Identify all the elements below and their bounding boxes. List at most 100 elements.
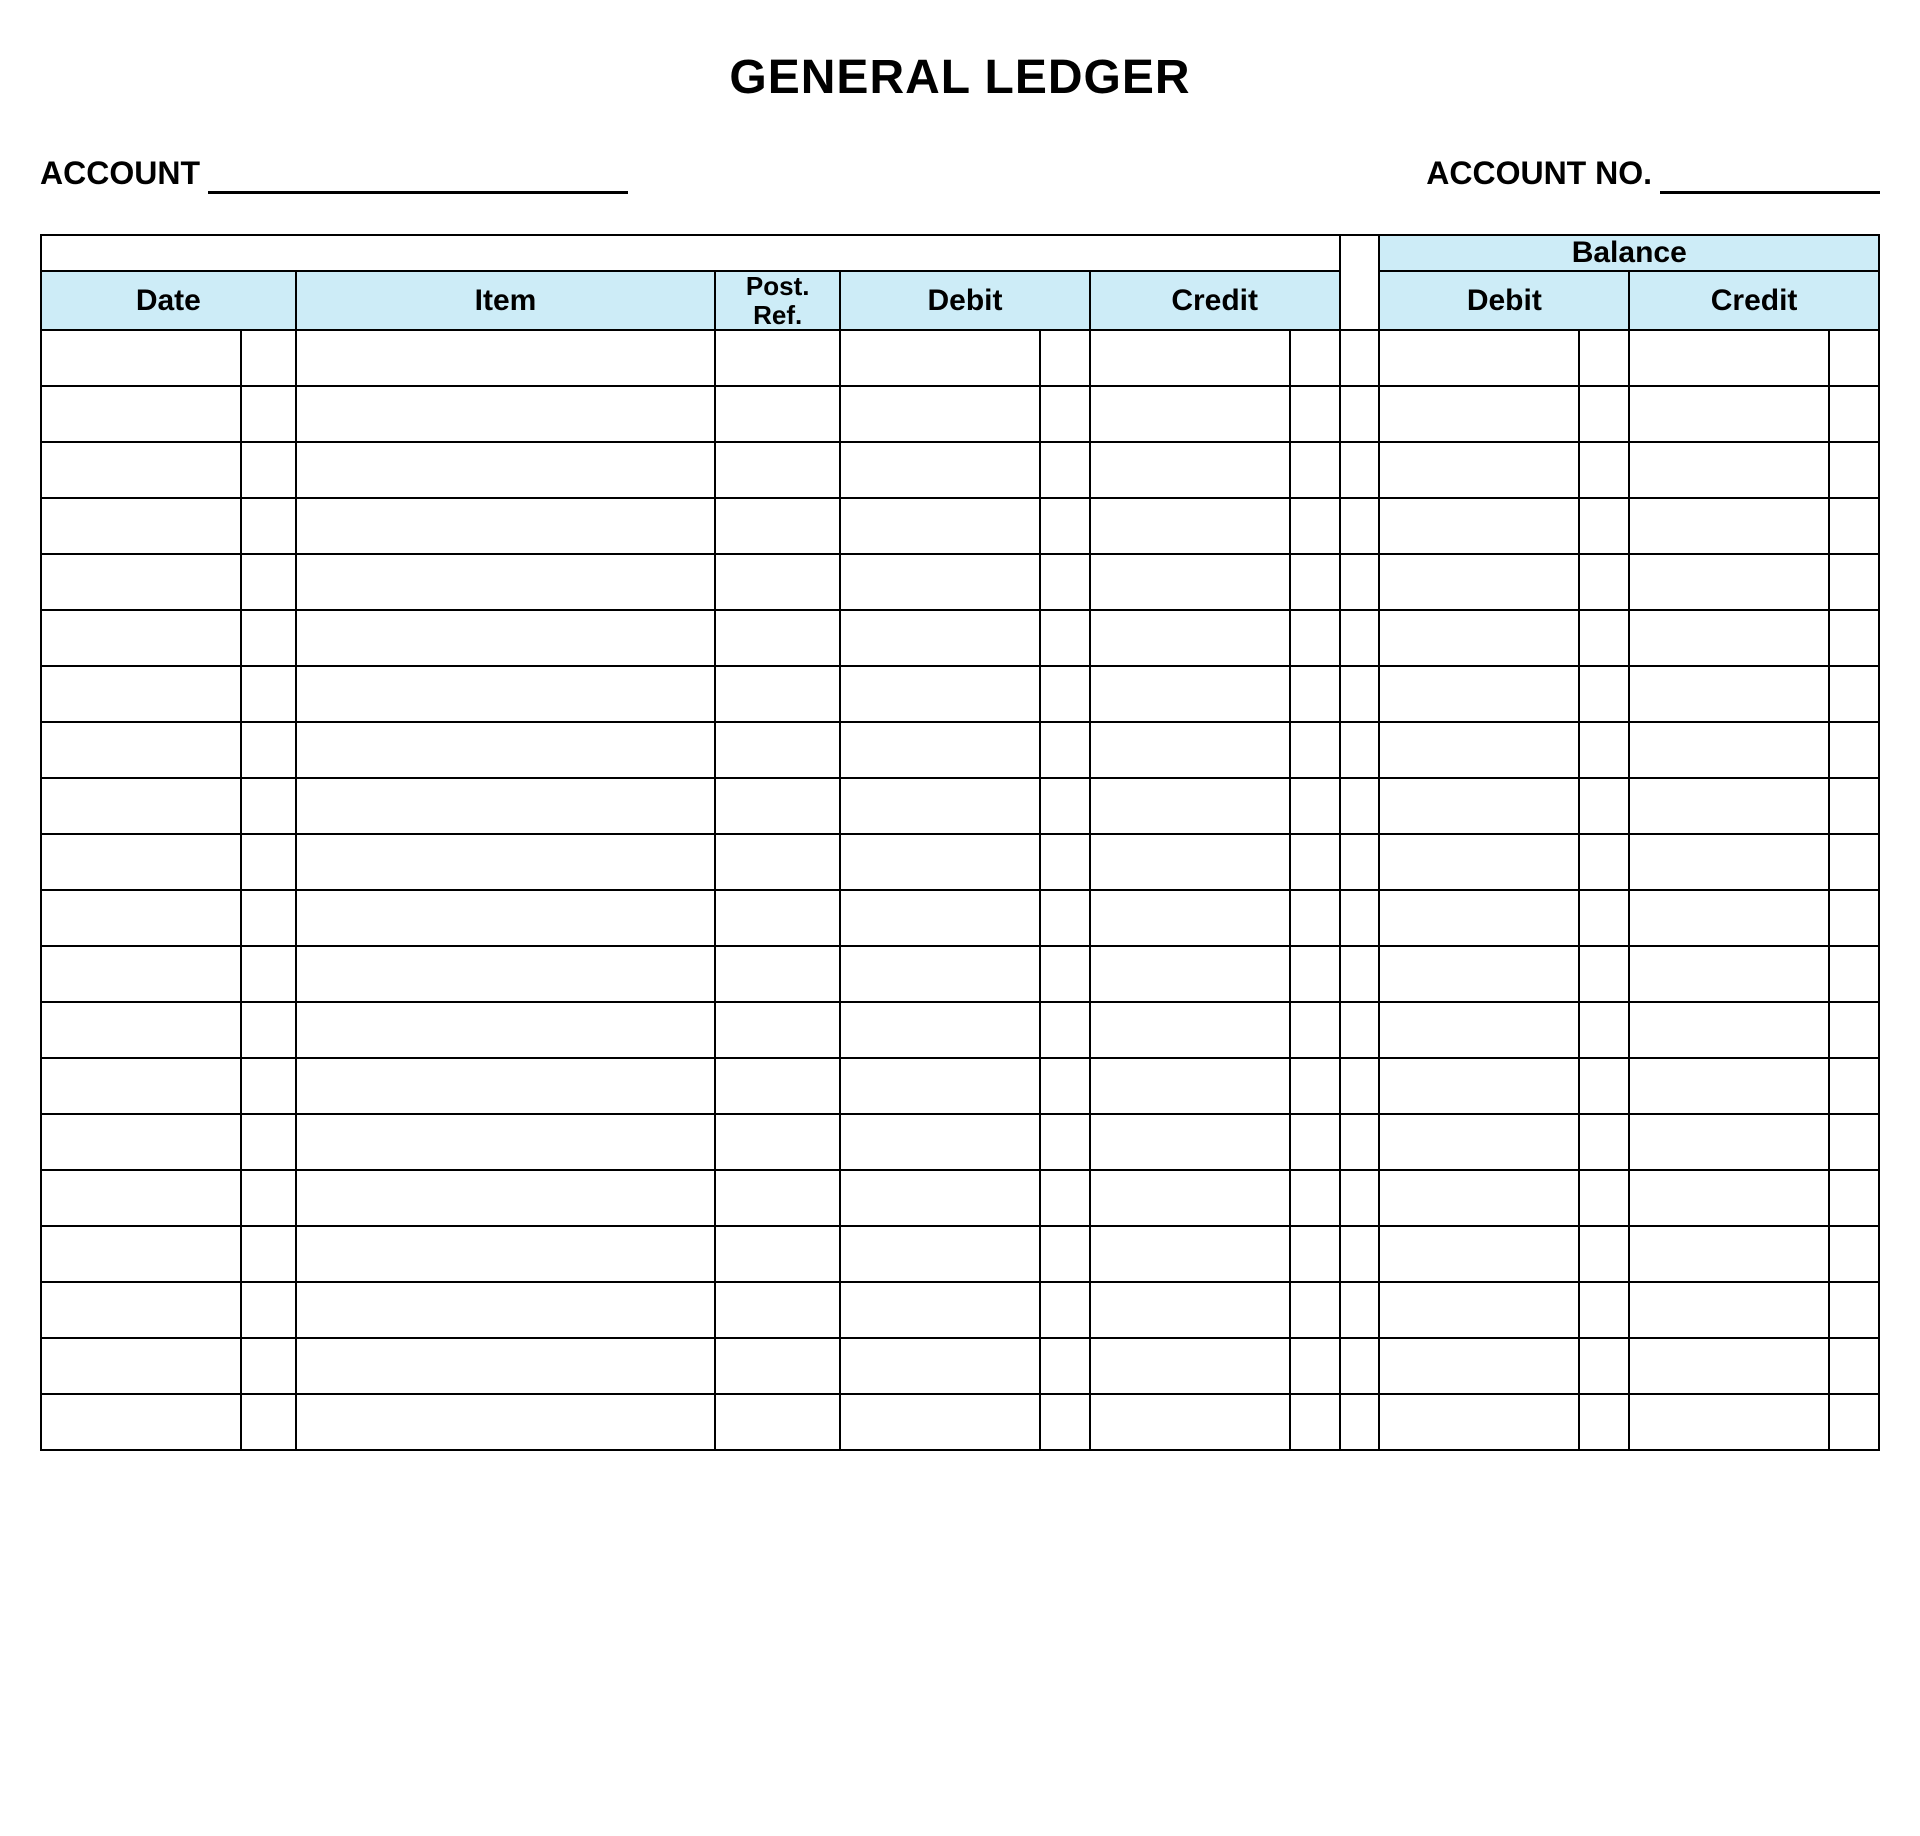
cell-balance-debit-a[interactable] — [1379, 1282, 1579, 1338]
cell-balance-debit-a[interactable] — [1379, 330, 1579, 386]
cell-balance-credit-a[interactable] — [1629, 1282, 1829, 1338]
cell-credit-b[interactable] — [1290, 778, 1340, 834]
cell-date-b[interactable] — [241, 666, 296, 722]
cell-credit-a[interactable] — [1090, 330, 1290, 386]
cell-balance-credit-a[interactable] — [1629, 722, 1829, 778]
cell-date-b[interactable] — [241, 1338, 296, 1394]
cell-credit-b[interactable] — [1290, 722, 1340, 778]
cell-balance-credit-a[interactable] — [1629, 778, 1829, 834]
cell-date-b[interactable] — [241, 722, 296, 778]
cell-post-ref[interactable] — [715, 330, 840, 386]
cell-credit-b[interactable] — [1290, 554, 1340, 610]
cell-credit-a[interactable] — [1090, 610, 1290, 666]
cell-post-ref[interactable] — [715, 1282, 840, 1338]
cell-debit-a[interactable] — [840, 498, 1040, 554]
cell-balance-credit-b[interactable] — [1829, 778, 1879, 834]
cell-date-b[interactable] — [241, 1170, 296, 1226]
cell-date-b[interactable] — [241, 554, 296, 610]
cell-date-a[interactable] — [41, 666, 241, 722]
cell-balance-credit-a[interactable] — [1629, 890, 1829, 946]
cell-balance-credit-b[interactable] — [1829, 1394, 1879, 1450]
cell-item[interactable] — [296, 1002, 716, 1058]
cell-item[interactable] — [296, 1226, 716, 1282]
cell-balance-credit-a[interactable] — [1629, 1170, 1829, 1226]
cell-date-a[interactable] — [41, 498, 241, 554]
cell-debit-b[interactable] — [1040, 890, 1090, 946]
cell-post-ref[interactable] — [715, 386, 840, 442]
cell-debit-b[interactable] — [1040, 722, 1090, 778]
cell-debit-a[interactable] — [840, 890, 1040, 946]
cell-debit-b[interactable] — [1040, 498, 1090, 554]
cell-date-a[interactable] — [41, 330, 241, 386]
cell-debit-b[interactable] — [1040, 1338, 1090, 1394]
cell-credit-a[interactable] — [1090, 666, 1290, 722]
cell-date-a[interactable] — [41, 1226, 241, 1282]
cell-balance-credit-b[interactable] — [1829, 386, 1879, 442]
cell-balance-credit-a[interactable] — [1629, 1058, 1829, 1114]
account-input-line[interactable] — [208, 191, 628, 194]
cell-credit-a[interactable] — [1090, 1226, 1290, 1282]
cell-balance-credit-a[interactable] — [1629, 610, 1829, 666]
cell-balance-debit-a[interactable] — [1379, 498, 1579, 554]
cell-balance-debit-b[interactable] — [1579, 1394, 1629, 1450]
cell-post-ref[interactable] — [715, 1338, 840, 1394]
cell-debit-a[interactable] — [840, 330, 1040, 386]
cell-post-ref[interactable] — [715, 666, 840, 722]
cell-post-ref[interactable] — [715, 1226, 840, 1282]
cell-item[interactable] — [296, 610, 716, 666]
cell-item[interactable] — [296, 1170, 716, 1226]
cell-credit-b[interactable] — [1290, 330, 1340, 386]
cell-balance-credit-b[interactable] — [1829, 1282, 1879, 1338]
cell-date-b[interactable] — [241, 498, 296, 554]
cell-credit-a[interactable] — [1090, 722, 1290, 778]
cell-date-a[interactable] — [41, 722, 241, 778]
cell-credit-a[interactable] — [1090, 1002, 1290, 1058]
cell-date-a[interactable] — [41, 1394, 241, 1450]
cell-debit-a[interactable] — [840, 1170, 1040, 1226]
cell-post-ref[interactable] — [715, 722, 840, 778]
cell-debit-b[interactable] — [1040, 946, 1090, 1002]
cell-date-b[interactable] — [241, 1058, 296, 1114]
cell-date-a[interactable] — [41, 610, 241, 666]
cell-post-ref[interactable] — [715, 890, 840, 946]
cell-debit-a[interactable] — [840, 1338, 1040, 1394]
cell-balance-credit-b[interactable] — [1829, 498, 1879, 554]
cell-debit-b[interactable] — [1040, 1114, 1090, 1170]
cell-debit-a[interactable] — [840, 1226, 1040, 1282]
cell-balance-debit-a[interactable] — [1379, 722, 1579, 778]
cell-balance-debit-a[interactable] — [1379, 1226, 1579, 1282]
cell-balance-debit-a[interactable] — [1379, 554, 1579, 610]
cell-debit-a[interactable] — [840, 834, 1040, 890]
cell-balance-debit-a[interactable] — [1379, 1058, 1579, 1114]
cell-debit-a[interactable] — [840, 1002, 1040, 1058]
cell-balance-credit-a[interactable] — [1629, 1338, 1829, 1394]
cell-date-a[interactable] — [41, 834, 241, 890]
cell-balance-credit-b[interactable] — [1829, 330, 1879, 386]
cell-credit-b[interactable] — [1290, 498, 1340, 554]
cell-credit-b[interactable] — [1290, 442, 1340, 498]
cell-balance-debit-a[interactable] — [1379, 610, 1579, 666]
cell-date-a[interactable] — [41, 386, 241, 442]
cell-debit-a[interactable] — [840, 386, 1040, 442]
cell-date-a[interactable] — [41, 890, 241, 946]
cell-debit-b[interactable] — [1040, 778, 1090, 834]
cell-date-a[interactable] — [41, 946, 241, 1002]
cell-credit-a[interactable] — [1090, 1114, 1290, 1170]
cell-date-a[interactable] — [41, 1058, 241, 1114]
cell-credit-b[interactable] — [1290, 1114, 1340, 1170]
cell-date-b[interactable] — [241, 1114, 296, 1170]
cell-balance-debit-a[interactable] — [1379, 1338, 1579, 1394]
cell-date-a[interactable] — [41, 1002, 241, 1058]
cell-balance-credit-a[interactable] — [1629, 834, 1829, 890]
cell-balance-debit-a[interactable] — [1379, 1170, 1579, 1226]
cell-balance-debit-b[interactable] — [1579, 722, 1629, 778]
cell-credit-b[interactable] — [1290, 1002, 1340, 1058]
cell-balance-credit-b[interactable] — [1829, 610, 1879, 666]
cell-credit-a[interactable] — [1090, 442, 1290, 498]
cell-date-b[interactable] — [241, 1282, 296, 1338]
cell-balance-debit-b[interactable] — [1579, 498, 1629, 554]
cell-post-ref[interactable] — [715, 442, 840, 498]
cell-credit-b[interactable] — [1290, 1394, 1340, 1450]
cell-debit-a[interactable] — [840, 610, 1040, 666]
cell-credit-b[interactable] — [1290, 946, 1340, 1002]
